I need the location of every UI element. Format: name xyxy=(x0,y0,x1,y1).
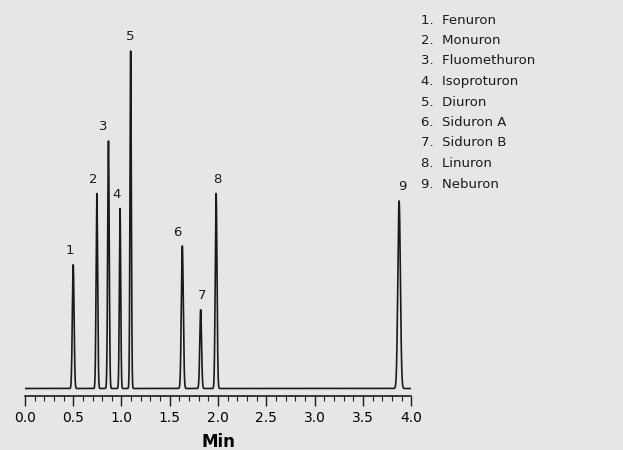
Text: 7: 7 xyxy=(198,289,207,302)
Text: 2: 2 xyxy=(88,173,97,186)
Text: 8: 8 xyxy=(213,173,221,186)
Text: 1: 1 xyxy=(65,244,74,257)
X-axis label: Min: Min xyxy=(201,433,235,450)
Text: 6: 6 xyxy=(173,225,182,238)
Text: 1.  Fenuron
2.  Monuron
3.  Fluomethuron
4.  Isoproturon
5.  Diuron
6.  Siduron : 1. Fenuron 2. Monuron 3. Fluomethuron 4.… xyxy=(421,14,535,190)
Text: 5: 5 xyxy=(126,31,135,44)
Text: 4: 4 xyxy=(112,188,120,201)
Text: 9: 9 xyxy=(398,180,406,194)
Text: 3: 3 xyxy=(100,121,108,134)
